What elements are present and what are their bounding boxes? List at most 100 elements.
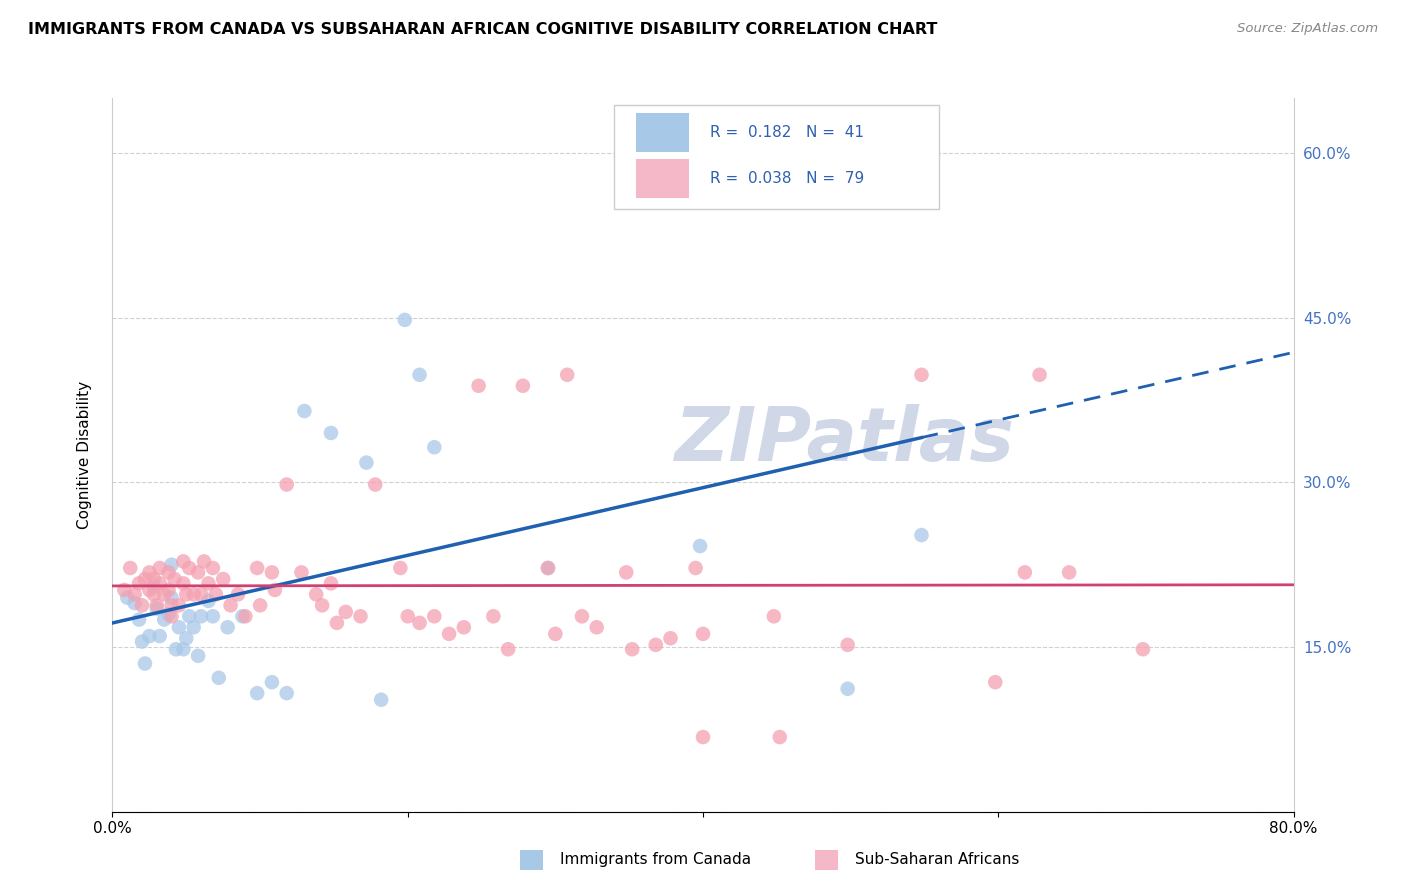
- Bar: [636, 112, 689, 152]
- Point: [183, 587, 205, 601]
- Point: [837, 681, 859, 696]
- Point: [174, 632, 197, 646]
- Point: [157, 607, 180, 621]
- Point: [201, 609, 224, 624]
- Point: [190, 609, 212, 624]
- Point: [496, 642, 519, 657]
- Point: [356, 456, 378, 470]
- Point: [193, 554, 215, 568]
- Point: [769, 730, 792, 744]
- Y-axis label: Cognitive Disability: Cognitive Disability: [77, 381, 91, 529]
- Point: [910, 368, 932, 382]
- Point: [160, 609, 183, 624]
- Point: [217, 620, 239, 634]
- Point: [212, 572, 235, 586]
- Point: [260, 675, 283, 690]
- Point: [335, 605, 357, 619]
- Text: Immigrants from Canada: Immigrants from Canada: [560, 853, 751, 867]
- Point: [138, 629, 160, 643]
- Text: Sub-Saharan Africans: Sub-Saharan Africans: [855, 853, 1019, 867]
- Point: [160, 558, 183, 572]
- Point: [231, 609, 253, 624]
- Point: [408, 368, 430, 382]
- Point: [1014, 566, 1036, 580]
- Point: [124, 596, 146, 610]
- Point: [305, 587, 328, 601]
- Point: [1132, 642, 1154, 657]
- Point: [167, 599, 190, 613]
- Point: [120, 561, 142, 575]
- Point: [134, 657, 156, 671]
- Text: Source: ZipAtlas.com: Source: ZipAtlas.com: [1237, 22, 1378, 36]
- Point: [260, 566, 283, 580]
- Point: [149, 629, 172, 643]
- Point: [190, 587, 212, 601]
- Point: [437, 627, 460, 641]
- Point: [146, 599, 169, 613]
- Point: [319, 425, 342, 440]
- Point: [157, 582, 180, 597]
- Point: [290, 566, 312, 580]
- Point: [117, 591, 138, 605]
- Point: [685, 561, 707, 575]
- Point: [183, 620, 205, 634]
- Point: [1028, 368, 1050, 382]
- Point: [197, 576, 219, 591]
- Point: [142, 572, 165, 586]
- Point: [149, 561, 172, 575]
- Point: [112, 582, 135, 597]
- Point: [537, 561, 560, 575]
- Point: [276, 686, 298, 700]
- Point: [165, 642, 187, 657]
- Point: [131, 599, 153, 613]
- Point: [370, 692, 392, 706]
- Point: [226, 587, 249, 601]
- Point: [453, 620, 475, 634]
- Text: R =  0.038   N =  79: R = 0.038 N = 79: [710, 171, 865, 186]
- Point: [233, 609, 256, 624]
- Point: [689, 539, 711, 553]
- Point: [167, 620, 190, 634]
- Point: [984, 675, 1007, 690]
- Text: ZIPatlas: ZIPatlas: [675, 404, 1015, 477]
- Point: [246, 686, 269, 700]
- Point: [149, 576, 172, 591]
- Point: [644, 638, 666, 652]
- Point: [408, 615, 430, 630]
- Point: [163, 572, 186, 586]
- Point: [389, 561, 412, 575]
- Point: [311, 599, 333, 613]
- Point: [128, 576, 150, 591]
- Point: [544, 627, 567, 641]
- Point: [172, 642, 194, 657]
- Point: [614, 566, 637, 580]
- Point: [614, 148, 637, 162]
- Point: [246, 561, 269, 575]
- Point: [555, 368, 578, 382]
- Point: [179, 561, 201, 575]
- Point: [394, 313, 416, 327]
- Point: [292, 404, 315, 418]
- Point: [187, 648, 209, 663]
- Point: [201, 561, 224, 575]
- Point: [276, 477, 298, 491]
- Point: [910, 528, 932, 542]
- Point: [349, 609, 371, 624]
- Point: [157, 566, 180, 580]
- Point: [128, 613, 150, 627]
- Bar: [636, 159, 689, 198]
- Text: IMMIGRANTS FROM CANADA VS SUBSAHARAN AFRICAN COGNITIVE DISABILITY CORRELATION CH: IMMIGRANTS FROM CANADA VS SUBSAHARAN AFR…: [28, 22, 938, 37]
- Point: [249, 599, 271, 613]
- Point: [423, 609, 446, 624]
- Point: [364, 477, 387, 491]
- Point: [174, 587, 197, 601]
- Text: R =  0.182   N =  41: R = 0.182 N = 41: [710, 125, 865, 140]
- Point: [659, 632, 682, 646]
- Point: [837, 638, 859, 652]
- Point: [172, 554, 194, 568]
- Point: [153, 613, 176, 627]
- Point: [537, 561, 560, 575]
- Point: [423, 440, 446, 454]
- Point: [138, 566, 160, 580]
- Point: [160, 599, 183, 613]
